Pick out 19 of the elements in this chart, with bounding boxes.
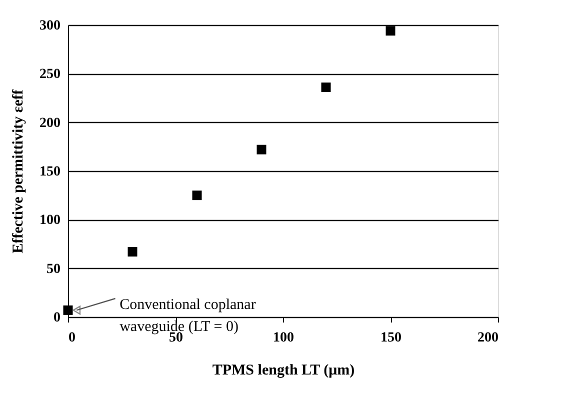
x-axis-title: TPMS length LT (μm) xyxy=(212,362,355,378)
x-tick-label: 200 xyxy=(478,330,498,346)
y-tick-label: 100 xyxy=(40,213,60,228)
y-tick-label: 200 xyxy=(40,116,60,131)
x-tick-label: 150 xyxy=(380,330,402,346)
y-tick-label: 50 xyxy=(46,262,60,277)
y-tick-label: 300 xyxy=(40,18,60,34)
x-tick-label: 100 xyxy=(273,330,294,346)
y-tick-label: 0 xyxy=(54,310,60,326)
point xyxy=(192,190,202,200)
y-tick-label: 250 xyxy=(40,67,60,82)
point xyxy=(63,305,73,315)
point xyxy=(256,144,266,154)
x-tick-label: 0 xyxy=(68,330,76,346)
point xyxy=(321,82,331,92)
point xyxy=(386,26,396,36)
y-axis-title: Effective permittivity εeff xyxy=(10,88,26,254)
point xyxy=(128,247,138,257)
y-tick-label: 150 xyxy=(40,164,60,180)
